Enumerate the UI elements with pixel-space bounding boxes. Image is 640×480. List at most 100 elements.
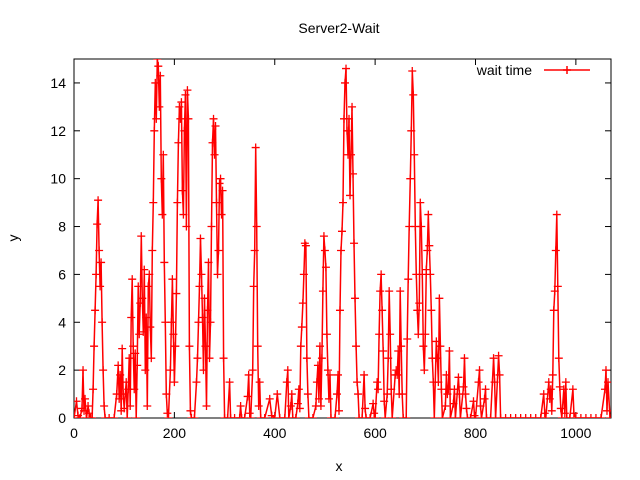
data-point: [406, 174, 415, 183]
data-point: [313, 361, 322, 370]
data-point: [417, 222, 426, 231]
data-point: [539, 390, 548, 399]
data-point: [304, 414, 313, 418]
data-point: [377, 270, 386, 279]
data-point: [392, 366, 401, 375]
data-point: [170, 378, 179, 387]
data-point: [202, 402, 211, 411]
data-point: [101, 414, 110, 418]
data-point: [190, 414, 199, 418]
data-point: [449, 399, 458, 408]
data-point: [244, 370, 253, 379]
data-point: [419, 342, 428, 351]
data-point: [354, 390, 363, 399]
data-point: [427, 306, 436, 315]
data-point: [215, 179, 224, 188]
data-point: [342, 64, 351, 73]
data-point: [205, 354, 214, 363]
data-point: [355, 414, 364, 418]
data-point: [249, 282, 258, 291]
data-point: [184, 114, 193, 123]
data-point: [602, 406, 611, 415]
data-point: [451, 414, 460, 418]
data-point: [402, 414, 411, 418]
data-point: [132, 414, 141, 418]
data-point: [353, 378, 362, 387]
data-point: [246, 414, 255, 418]
data-point: [156, 71, 165, 80]
data-point: [172, 289, 181, 298]
data-point: [398, 390, 407, 399]
data-point: [409, 90, 418, 99]
data-point: [97, 258, 106, 267]
data-point: [360, 370, 369, 379]
data-point: [320, 246, 329, 255]
data-point: [430, 414, 439, 418]
data-point: [511, 414, 520, 418]
data-point: [86, 414, 95, 418]
data-point: [426, 270, 435, 279]
data-point: [237, 414, 246, 418]
data-point: [158, 210, 167, 219]
data-point: [560, 409, 569, 418]
data-point: [298, 299, 307, 308]
data-point: [138, 294, 147, 303]
data-point: [127, 313, 136, 322]
legend: wait time: [476, 62, 590, 78]
data-point: [436, 342, 445, 351]
data-point: [159, 150, 168, 159]
data-point: [291, 414, 300, 418]
data-point: [85, 409, 94, 418]
data-point: [414, 330, 423, 339]
data-point: [547, 406, 556, 415]
data-point: [545, 394, 554, 403]
data-point: [216, 174, 225, 183]
data-point: [130, 385, 139, 394]
data-point: [358, 414, 367, 418]
data-point: [362, 414, 371, 418]
data-point: [201, 342, 210, 351]
data-point: [521, 414, 530, 418]
data-point: [141, 366, 150, 375]
data-point: [551, 246, 560, 255]
y-tick-label: 0: [58, 410, 66, 426]
data-point: [348, 102, 357, 111]
data-point: [422, 265, 431, 274]
data-point: [223, 414, 232, 418]
data-point: [374, 385, 383, 394]
data-point: [462, 404, 471, 413]
y-axis-label: y: [5, 235, 21, 242]
data-point: [217, 210, 226, 219]
data-point: [115, 394, 124, 403]
data-point: [379, 346, 388, 355]
data-point: [326, 414, 335, 418]
data-point: [421, 330, 430, 339]
chart-title: Server2-Wait: [298, 20, 379, 36]
data-point: [230, 414, 239, 418]
data-point: [605, 414, 611, 418]
data-point: [546, 385, 555, 394]
data-point: [250, 246, 259, 255]
data-point: [550, 287, 559, 296]
data-point: [200, 294, 209, 303]
data-point: [335, 306, 344, 315]
data-point: [153, 59, 162, 63]
data-point: [160, 258, 169, 267]
data-point: [198, 313, 207, 322]
y-tick-label: 10: [50, 171, 66, 187]
data-point: [434, 378, 443, 387]
data-point: [178, 186, 187, 195]
data-point: [136, 299, 145, 308]
data-point: [260, 414, 269, 418]
data-point: [571, 414, 580, 418]
data-point: [273, 390, 282, 399]
data-point: [404, 275, 413, 284]
data-point: [407, 126, 416, 135]
data-point: [486, 414, 495, 418]
data-point: [164, 414, 173, 418]
data-point: [187, 414, 196, 418]
data-point: [218, 186, 227, 195]
y-tick-label: 6: [58, 266, 66, 282]
data-point: [456, 414, 465, 418]
